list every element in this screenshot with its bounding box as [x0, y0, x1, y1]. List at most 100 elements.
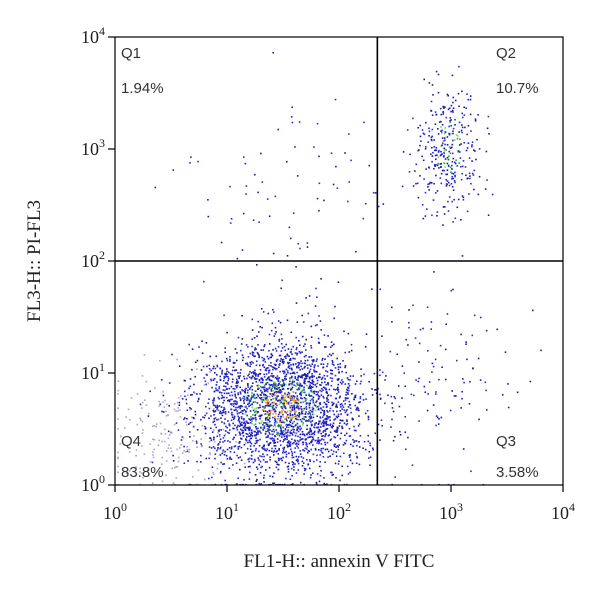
data-point-590 [272, 398, 274, 400]
x-tick-label-0-base: 10 [103, 503, 121, 523]
data-point-1833 [251, 458, 253, 460]
data-point-844 [291, 409, 294, 412]
data-point-2566 [287, 402, 290, 404]
data-point-1543 [289, 359, 291, 361]
data-point-3112 [465, 343, 467, 345]
data-point-2080 [290, 351, 292, 353]
data-point-2588 [175, 422, 178, 424]
data-point-2720 [151, 438, 154, 441]
data-point-3287 [281, 279, 283, 282]
data-point-2894 [412, 117, 414, 120]
data-point-1198 [293, 395, 295, 397]
data-point-917 [336, 357, 338, 360]
data-point-1077 [338, 460, 340, 463]
data-point-2281 [269, 413, 271, 415]
data-point-2957 [474, 118, 477, 120]
data-point-2194 [235, 386, 238, 389]
data-point-2388 [249, 437, 252, 440]
data-point-1222 [330, 438, 333, 441]
data-point-2417 [318, 442, 320, 445]
data-point-892 [227, 399, 229, 402]
data-point-1854 [284, 428, 287, 430]
data-point-1299 [213, 365, 215, 368]
data-point-3223 [207, 199, 209, 201]
data-point-1319 [297, 443, 300, 446]
data-point-1573 [335, 446, 337, 448]
data-point-886 [339, 437, 342, 440]
data-point-3221 [207, 215, 210, 218]
data-point-2688 [158, 400, 160, 403]
data-point-1567 [310, 448, 312, 451]
data-point-3265 [272, 51, 274, 54]
data-point-1271 [255, 434, 257, 437]
data-point-701 [257, 430, 260, 433]
data-point-1885 [296, 352, 299, 355]
data-point-1949 [356, 455, 358, 458]
data-point-4 [331, 424, 334, 427]
data-point-3076 [428, 166, 430, 168]
data-point-57 [263, 345, 265, 348]
data-point-1080 [227, 411, 230, 413]
data-point-2387 [298, 350, 301, 353]
data-point-2481 [286, 438, 288, 440]
data-point-3061 [456, 165, 459, 167]
data-point-2205 [274, 333, 277, 335]
data-point-2042 [285, 401, 288, 404]
data-point-1244 [213, 400, 215, 402]
data-point-729 [284, 393, 286, 396]
data-point-2327 [314, 384, 316, 386]
data-point-3302 [318, 209, 320, 212]
data-point-2357 [305, 398, 308, 401]
data-point-3282 [294, 146, 296, 148]
data-point-3137 [348, 456, 351, 458]
data-point-1902 [309, 476, 312, 479]
data-point-2709 [125, 472, 128, 474]
data-point-141 [274, 376, 277, 379]
data-point-1418 [323, 423, 325, 425]
data-point-1851 [308, 380, 311, 383]
data-point-3288 [330, 152, 333, 154]
data-point-104 [417, 380, 420, 383]
data-point-2395 [314, 324, 317, 327]
data-point-2769 [173, 408, 176, 411]
data-point-1650 [318, 315, 320, 317]
data-point-2418 [294, 358, 296, 360]
data-point-1715 [260, 394, 262, 396]
data-point-23 [315, 385, 318, 388]
data-point-2651 [176, 448, 178, 451]
data-point-799 [232, 378, 234, 381]
x-tick-label-2: 102 [327, 500, 351, 523]
data-point-1475 [339, 479, 341, 482]
data-point-1170 [344, 397, 347, 399]
data-point-2737 [170, 447, 172, 450]
data-point-1843 [284, 451, 286, 454]
data-point-3117 [461, 255, 464, 257]
data-point-1931 [301, 384, 303, 387]
data-point-2404 [247, 364, 249, 367]
data-point-869 [263, 388, 265, 391]
data-point-2115 [311, 398, 313, 400]
data-point-1559 [323, 374, 326, 377]
data-point-201 [326, 416, 329, 418]
data-point-1557 [239, 386, 241, 389]
data-point-998 [291, 422, 294, 425]
data-point-704 [327, 399, 329, 401]
data-point-2734 [144, 399, 146, 401]
data-point-1306 [282, 440, 284, 443]
data-point-724 [339, 419, 342, 422]
data-point-2509 [309, 419, 312, 422]
data-point-179 [269, 396, 271, 398]
data-point-3173 [441, 366, 443, 368]
data-point-1731 [239, 397, 241, 399]
data-point-1867 [259, 455, 261, 457]
x-tick-label-3-base: 10 [439, 503, 457, 523]
data-point-1239 [310, 356, 313, 358]
data-point-754 [356, 456, 358, 459]
data-point-3085 [447, 94, 449, 97]
data-point-1780 [316, 442, 318, 444]
data-point-1733 [377, 423, 380, 426]
data-point-2025 [307, 402, 309, 404]
data-point-929 [276, 395, 278, 397]
data-point-2495 [297, 406, 299, 408]
data-point-3190 [455, 395, 457, 397]
